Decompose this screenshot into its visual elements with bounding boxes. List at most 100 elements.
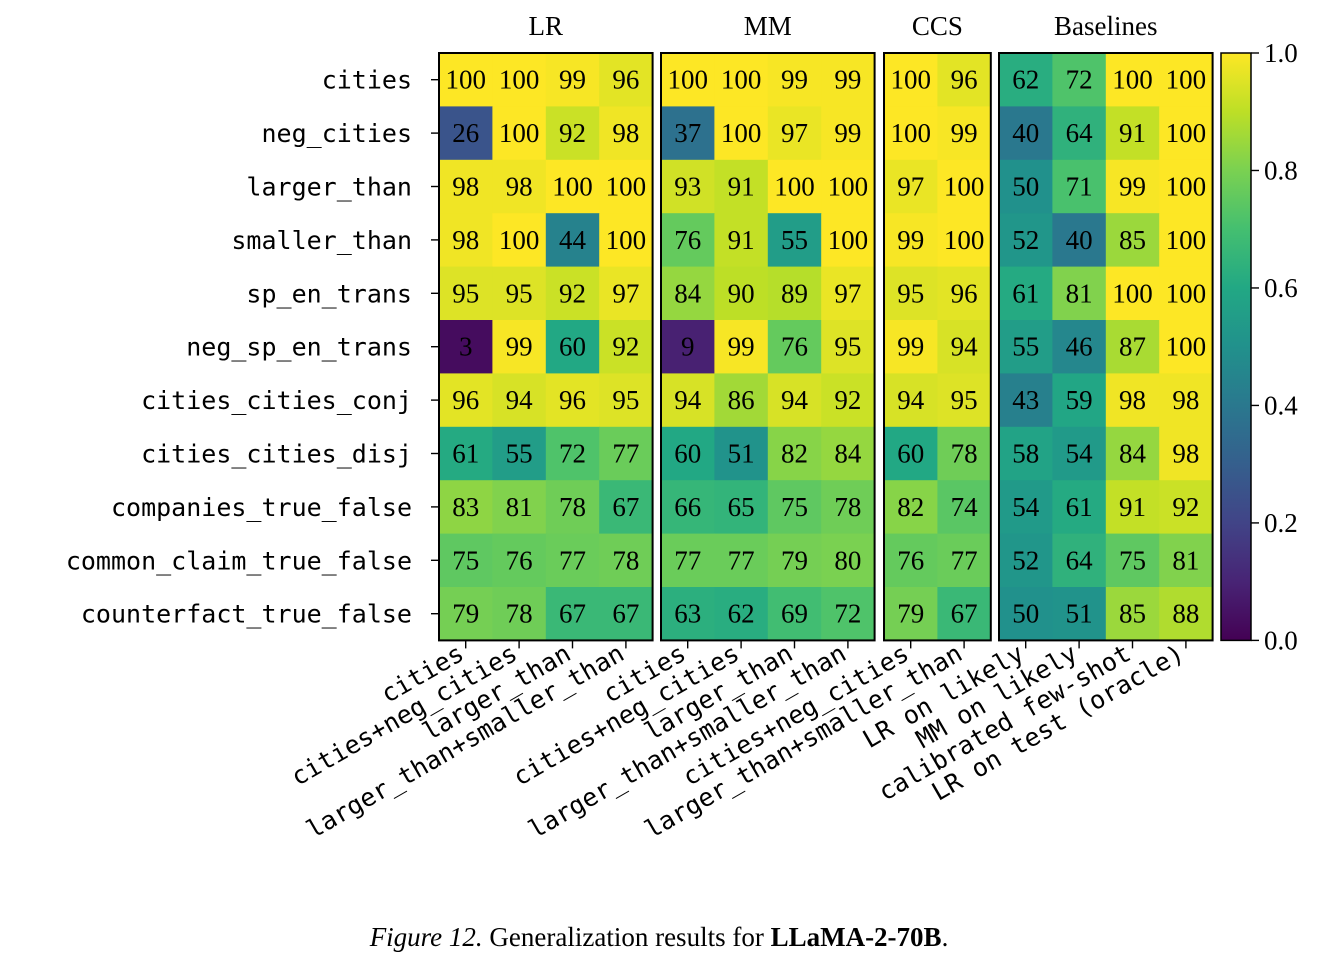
heatmap-cell	[767, 213, 822, 268]
cell-value: 95	[452, 278, 479, 308]
heatmap-cell	[439, 533, 493, 588]
heatmap-cell	[999, 373, 1053, 428]
cell-value: 67	[612, 599, 639, 629]
cell-value: 92	[559, 118, 586, 148]
heatmap-cell	[661, 587, 715, 641]
colorbar-tick-label: 0.6	[1264, 273, 1298, 303]
cell-value: 86	[728, 385, 755, 415]
cell-value: 98	[1172, 385, 1199, 415]
heatmap-cell	[1159, 106, 1214, 161]
heatmap-cell	[545, 373, 600, 428]
cell-value: 88	[1172, 599, 1199, 629]
heatmap-cell	[439, 266, 493, 321]
cell-value: 99	[897, 225, 924, 255]
cell-value: 62	[1012, 65, 1039, 95]
heatmap-cell	[661, 373, 715, 428]
cell-value: 99	[1119, 172, 1146, 202]
heatmap-cell	[821, 320, 876, 374]
heatmap-cell	[714, 480, 769, 535]
heatmap-cell	[599, 159, 654, 214]
heatmap-cell	[599, 373, 654, 428]
cell-value: 9	[681, 332, 695, 362]
heatmap-cell	[821, 53, 876, 107]
cell-value: 52	[1012, 545, 1039, 575]
row-label: neg_sp_en_trans	[186, 333, 412, 362]
cell-value: 91	[1119, 118, 1146, 148]
heatmap-cell	[439, 53, 493, 107]
heatmap-cell	[599, 266, 654, 321]
heatmap-cell	[439, 159, 493, 214]
heatmap-cell	[999, 480, 1053, 535]
cell-value: 94	[506, 385, 534, 415]
colorbar-tick-label: 0.8	[1264, 155, 1298, 185]
cell-value: 81	[1172, 545, 1199, 575]
heatmap-cell	[937, 320, 992, 374]
heatmap-cell	[545, 213, 600, 268]
row-label: companies_true_false	[111, 493, 412, 522]
cell-value: 91	[728, 172, 755, 202]
cell-value: 62	[728, 599, 755, 629]
cell-value: 76	[897, 545, 924, 575]
heatmap-cell	[999, 587, 1053, 641]
heatmap-cell	[545, 53, 600, 107]
heatmap-cell	[1052, 266, 1107, 321]
cell-value: 55	[1012, 332, 1039, 362]
cell-value: 78	[612, 545, 639, 575]
cell-value: 100	[1166, 118, 1207, 148]
cell-value: 100	[606, 172, 647, 202]
heatmap-cell	[492, 373, 547, 428]
heatmap-cell	[599, 587, 654, 641]
cell-value: 79	[897, 599, 924, 629]
cell-value: 95	[951, 385, 978, 415]
cell-value: 83	[452, 492, 479, 522]
cell-value: 85	[1119, 225, 1146, 255]
heatmap-cell	[492, 159, 547, 214]
cell-value: 77	[728, 545, 755, 575]
cell-value: 44	[559, 225, 587, 255]
heatmap-cell	[545, 320, 600, 374]
cell-value: 100	[721, 118, 762, 148]
heatmap-cell	[937, 53, 992, 107]
heatmap-cell	[884, 587, 938, 641]
caption-text: Generalization results for	[489, 922, 764, 952]
cell-value: 50	[1012, 599, 1039, 629]
cell-value: 67	[559, 599, 586, 629]
cell-value: 54	[1066, 439, 1094, 469]
row-label: sp_en_trans	[246, 279, 412, 308]
cell-value: 81	[1066, 278, 1093, 308]
cell-value: 37	[674, 118, 701, 148]
cell-value: 61	[1066, 492, 1093, 522]
cell-value: 99	[728, 332, 755, 362]
heatmap-cell	[999, 106, 1053, 161]
cell-value: 100	[552, 172, 593, 202]
cell-value: 100	[828, 225, 869, 255]
cell-value: 76	[781, 332, 808, 362]
cell-value: 76	[674, 225, 701, 255]
heatmap-cell	[767, 480, 822, 535]
cell-value: 65	[728, 492, 755, 522]
heatmap-cell	[1052, 159, 1107, 214]
cell-value: 77	[612, 439, 639, 469]
heatmap-cell	[1105, 587, 1160, 641]
cell-value: 96	[612, 65, 639, 95]
heatmap-cell	[599, 106, 654, 161]
cell-value: 60	[559, 332, 586, 362]
cell-value: 97	[612, 278, 639, 308]
panel-border	[660, 52, 876, 642]
heatmap-cell	[937, 266, 992, 321]
row-label: cities	[322, 66, 412, 95]
cell-value: 97	[897, 172, 924, 202]
heatmap-cell	[999, 53, 1053, 107]
heatmap-cell	[821, 213, 876, 268]
cell-value: 92	[1172, 492, 1199, 522]
cell-value: 79	[452, 599, 479, 629]
heatmap-cell	[661, 53, 715, 107]
heatmap-cell	[767, 266, 822, 321]
heatmap-cell	[1052, 373, 1107, 428]
cell-value: 90	[728, 278, 755, 308]
cell-value: 84	[834, 439, 862, 469]
cell-value: 78	[834, 492, 861, 522]
heatmap-cell	[999, 213, 1053, 268]
heatmap-cell	[545, 587, 600, 641]
heatmap-cell	[1159, 53, 1214, 107]
